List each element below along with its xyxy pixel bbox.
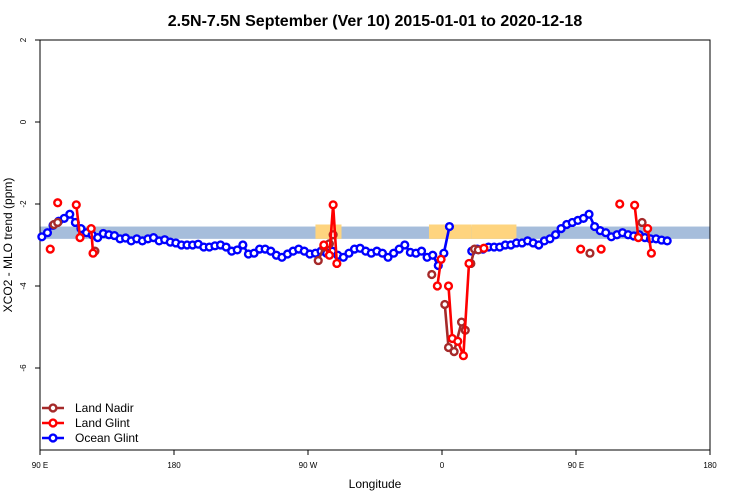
- y-tick-label: 0: [19, 119, 28, 124]
- x-tick-label: 90 E: [568, 461, 584, 470]
- data-point-land-glint: [71, 200, 81, 210]
- data-point-land-glint: [643, 224, 653, 234]
- data-point-land-glint: [53, 198, 63, 208]
- legend-marker-ocean-glint: [48, 433, 58, 443]
- x-tick-label: 180: [703, 461, 717, 470]
- series-layer: [37, 198, 672, 361]
- data-point-land-glint: [328, 200, 338, 210]
- background-band-3: [471, 224, 517, 239]
- y-axis-label: XCO2 - MLO trend (ppm): [1, 178, 15, 313]
- x-tick-label: 90 E: [32, 461, 48, 470]
- y-tick-label: -2: [19, 200, 28, 208]
- data-point-ocean-glint: [550, 230, 561, 240]
- data-point-land-nadir: [585, 248, 595, 258]
- series-line-land-glint: [322, 204, 339, 264]
- data-point-land-glint: [453, 336, 463, 346]
- data-point-ocean-glint: [232, 245, 242, 255]
- data-point-land-glint: [432, 281, 442, 291]
- data-point-land-nadir: [313, 255, 323, 266]
- data-point-ocean-glint: [584, 209, 594, 219]
- series-land-glint: [45, 198, 656, 361]
- data-point-land-glint: [458, 351, 469, 361]
- y-axis: 2 0 -2 -4 -6: [19, 37, 40, 372]
- background-band-1: [315, 224, 342, 239]
- data-point-ocean-glint: [416, 246, 427, 256]
- data-point-land-nadir: [449, 347, 459, 357]
- data-point-ocean-glint: [444, 221, 455, 232]
- data-point-land-glint: [88, 248, 98, 258]
- legend-marker-land-nadir: [48, 403, 58, 413]
- series-line-land-glint: [74, 204, 82, 238]
- series-ocean-glint: [37, 209, 672, 271]
- data-point-land-nadir: [427, 269, 437, 280]
- data-point-land-nadir: [637, 217, 647, 228]
- background-band-0: [40, 226, 710, 239]
- background-bands: [40, 224, 710, 239]
- data-point-ocean-glint: [42, 228, 53, 238]
- data-point-land-glint: [646, 248, 656, 258]
- data-point-ocean-glint: [65, 209, 75, 219]
- data-point-land-glint: [479, 243, 489, 253]
- y-tick-label: -6: [19, 364, 28, 372]
- data-point-land-nadir: [53, 217, 63, 228]
- data-point-ocean-glint: [238, 240, 248, 250]
- legend-label-land-nadir: Land Nadir: [75, 401, 134, 415]
- data-point-land-glint: [332, 258, 342, 269]
- x-axis-label: Longitude: [349, 477, 402, 491]
- data-point-land-glint: [436, 254, 446, 264]
- y-tick-label: -4: [19, 282, 28, 290]
- data-point-land-glint: [633, 233, 643, 243]
- data-point-land-glint: [86, 224, 96, 234]
- data-point-land-glint: [324, 250, 335, 260]
- data-point-land-nadir: [456, 317, 467, 327]
- data-point-land-glint: [576, 244, 586, 254]
- data-point-ocean-glint: [662, 236, 672, 246]
- chart-title: 2.5N-7.5N September (Ver 10) 2015-01-01 …: [168, 13, 583, 30]
- data-point-land-glint: [443, 281, 454, 291]
- legend-marker-land-glint: [48, 418, 58, 428]
- plot-frame: [39, 39, 711, 451]
- legend-label-land-glint: Land Glint: [75, 416, 130, 430]
- data-point-land-glint: [45, 244, 55, 254]
- data-point-land-glint: [75, 233, 85, 243]
- data-point-ocean-glint: [428, 250, 438, 260]
- x-tick-label: 180: [167, 461, 181, 470]
- legend-label-ocean-glint: Ocean Glint: [75, 431, 139, 445]
- background-band-2: [428, 224, 472, 239]
- y-tick-label: 2: [19, 37, 28, 42]
- series-line-land-glint: [633, 205, 640, 238]
- data-point-land-glint: [630, 200, 640, 210]
- data-point-land-nadir: [440, 299, 450, 310]
- x-tick-label: 90 W: [299, 461, 318, 470]
- x-axis: 90 E 180 90 W 0 90 E 180: [32, 450, 717, 470]
- data-point-land-glint: [319, 240, 329, 250]
- x-tick-label: 0: [440, 461, 445, 470]
- data-point-land-glint: [464, 258, 474, 269]
- data-point-ocean-glint: [400, 240, 410, 250]
- data-point-land-glint: [615, 199, 625, 209]
- data-point-land-glint: [596, 244, 606, 254]
